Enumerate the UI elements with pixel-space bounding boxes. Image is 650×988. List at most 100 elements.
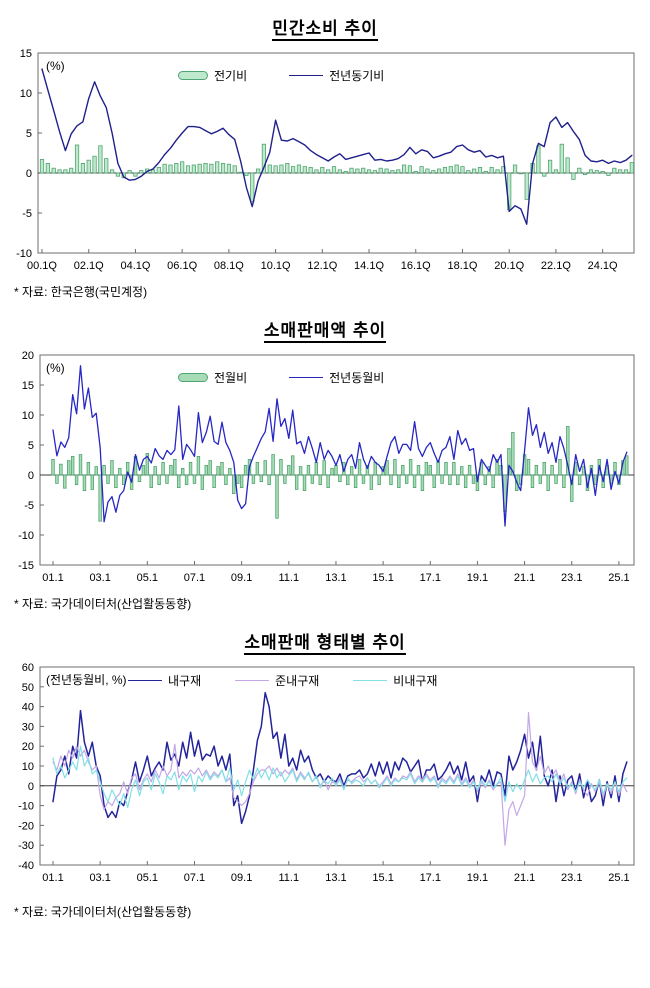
x-tick-label: 02.1Q — [74, 260, 104, 272]
x-tick-label: 15.1 — [372, 572, 393, 584]
plot-border — [39, 666, 635, 866]
y-tick-label: 0 — [28, 781, 34, 793]
chart3-canvas: 60 50 40 30 20 10 0 -10 -20 -30 -40 01.1 03.1 05.1 07.… — [18, 662, 635, 884]
chart3-source: * 자료: 국가데이터처(산업활동동향) — [14, 905, 192, 919]
chart1-source: * 자료: 한국은행(국민계정) — [14, 285, 148, 299]
legend-label: 전기비 — [214, 69, 248, 83]
legend-label: 전월비 — [214, 371, 248, 385]
chart1-title: 민간소비 추이 — [0, 14, 650, 41]
legend-label: 비내구재 — [393, 674, 438, 688]
legend-item-yoy: 전년동월비 — [289, 369, 384, 386]
y-tick-label: 30 — [22, 721, 34, 733]
chart1-legend: 전기비 전년동기비 — [178, 67, 426, 84]
chart2-source: * 자료: 국가데이터처(산업활동동향) — [14, 597, 192, 611]
y-tick-label: 20 — [22, 350, 34, 362]
x-tick-label: 12.1Q — [307, 260, 337, 272]
line-series — [41, 68, 633, 225]
x-tick-label: 01.1 — [42, 572, 63, 584]
legend-label: 준내구재 — [275, 674, 320, 688]
y-tick-label: -30 — [18, 840, 34, 852]
x-tick-label: 17.1 — [420, 872, 441, 884]
bar-series — [51, 426, 629, 522]
legend-label: 전년동기비 — [329, 69, 385, 83]
bar-series — [39, 143, 634, 211]
line-swatch-icon — [235, 679, 270, 682]
x-tick-label: 24.1Q — [588, 260, 618, 272]
y-tick-label: 0 — [28, 470, 34, 482]
x-tick-label: 20.1Q — [494, 260, 524, 272]
line-series — [52, 711, 628, 846]
legend-item-nondurables: 비내구재 — [353, 672, 437, 689]
y-tick-label: 10 — [22, 761, 34, 773]
legend-label: 내구재 — [168, 674, 202, 688]
chart2-plot-area: (%) 전월비 전년동월비 20 15 10 5 0 -5 -10 -15 01.1 03.1 05… — [0, 347, 650, 589]
x-tick-label: 03.1 — [89, 872, 110, 884]
line-swatch-icon — [289, 74, 324, 77]
chart3-title: 소매판매 형태별 추이 — [0, 628, 650, 655]
plot-border — [39, 354, 635, 566]
x-tick-label: 13.1 — [325, 572, 346, 584]
legend-item-semidurables: 준내구재 — [235, 672, 319, 689]
x-tick-label: 19.1 — [467, 572, 488, 584]
line-swatch-icon — [289, 376, 324, 379]
x-tick-label: 08.1Q — [214, 260, 244, 272]
chart2-canvas: 20 15 10 5 0 -5 -10 -15 01.1 03.1 05.1 07.1 09.1 11.1… — [18, 350, 635, 584]
chart2-unit-label: (%) — [46, 361, 65, 375]
x-tick-label: 23.1 — [561, 572, 582, 584]
y-tick-label: -15 — [18, 560, 34, 572]
x-tick-label: 00.1Q — [27, 260, 57, 272]
retail-sales-chart-block: 소매판매액 추이 (%) 전월비 전년동월비 20 15 10 5 0 -5 -10 -15 0… — [0, 316, 650, 612]
y-tick-label: 5 — [28, 440, 34, 452]
x-tick-label: 01.1 — [42, 872, 63, 884]
chart3-unit-label: (전년동월비, %) — [46, 673, 127, 687]
chart1-plot-area: (%) 전기비 전년동기비 15 10 5 0 -5 -10 00.1Q 02.1Q 04.1Q… — [0, 45, 650, 277]
legend-item-mom: 전월비 — [178, 369, 247, 386]
x-tick-label: 05.1 — [137, 572, 158, 584]
retail-sales-by-type-chart-block: 소매판매 형태별 추이 (전년동월비, %) 내구재 준내구재 비내구재 60 5… — [0, 628, 650, 920]
line-series — [52, 365, 628, 527]
x-tick-label: 21.1 — [514, 572, 535, 584]
y-tick-label: -10 — [16, 248, 32, 260]
x-tick-label: 06.1Q — [167, 260, 197, 272]
y-tick-label: -20 — [18, 820, 34, 832]
x-tick-label: 22.1Q — [541, 260, 571, 272]
y-tick-label: 40 — [22, 702, 34, 714]
x-tick-label: 25.1 — [608, 572, 629, 584]
line-swatch-icon — [128, 679, 162, 682]
y-tick-label: -5 — [24, 500, 34, 512]
x-tick-label: 19.1 — [467, 872, 488, 884]
x-tick-label: 21.1 — [514, 872, 535, 884]
x-tick-label: 15.1 — [372, 872, 393, 884]
x-tick-label: 11.1 — [279, 572, 300, 584]
y-tick-label: 15 — [22, 380, 34, 392]
y-tick-label: 0 — [26, 168, 32, 180]
x-tick-label: 09.1 — [231, 872, 252, 884]
x-tick-label: 03.1 — [89, 572, 110, 584]
legend-label: 전년동월비 — [329, 371, 385, 385]
y-tick-label: -10 — [18, 530, 34, 542]
y-tick-label: 60 — [22, 662, 34, 674]
y-tick-label: 50 — [22, 682, 34, 694]
y-tick-label: 10 — [20, 88, 32, 100]
chart2-title: 소매판매액 추이 — [0, 316, 650, 343]
y-tick-label: -40 — [18, 860, 34, 872]
legend-item-durables: 내구재 — [128, 672, 201, 689]
legend-item-yoy: 전년동기비 — [289, 67, 384, 84]
x-tick-label: 10.1Q — [261, 260, 291, 272]
line-series — [52, 745, 628, 809]
x-tick-label: 18.1Q — [447, 260, 477, 272]
y-tick-label: 5 — [26, 128, 32, 140]
x-tick-label: 05.1 — [137, 872, 158, 884]
x-tick-label: 16.1Q — [401, 260, 431, 272]
y-tick-label: 20 — [22, 741, 34, 753]
x-tick-label: 07.1 — [184, 872, 205, 884]
x-tick-label: 04.1Q — [120, 260, 150, 272]
x-tick-label: 07.1 — [184, 572, 205, 584]
x-tick-label: 11.1 — [279, 872, 300, 884]
x-tick-label: 09.1 — [231, 572, 252, 584]
x-tick-label: 17.1 — [420, 572, 441, 584]
chart3-plot-area: (전년동월비, %) 내구재 준내구재 비내구재 60 50 40 30 20 10 0 -1… — [0, 659, 650, 897]
y-tick-label: 10 — [22, 410, 34, 422]
line-swatch-icon — [353, 679, 388, 682]
